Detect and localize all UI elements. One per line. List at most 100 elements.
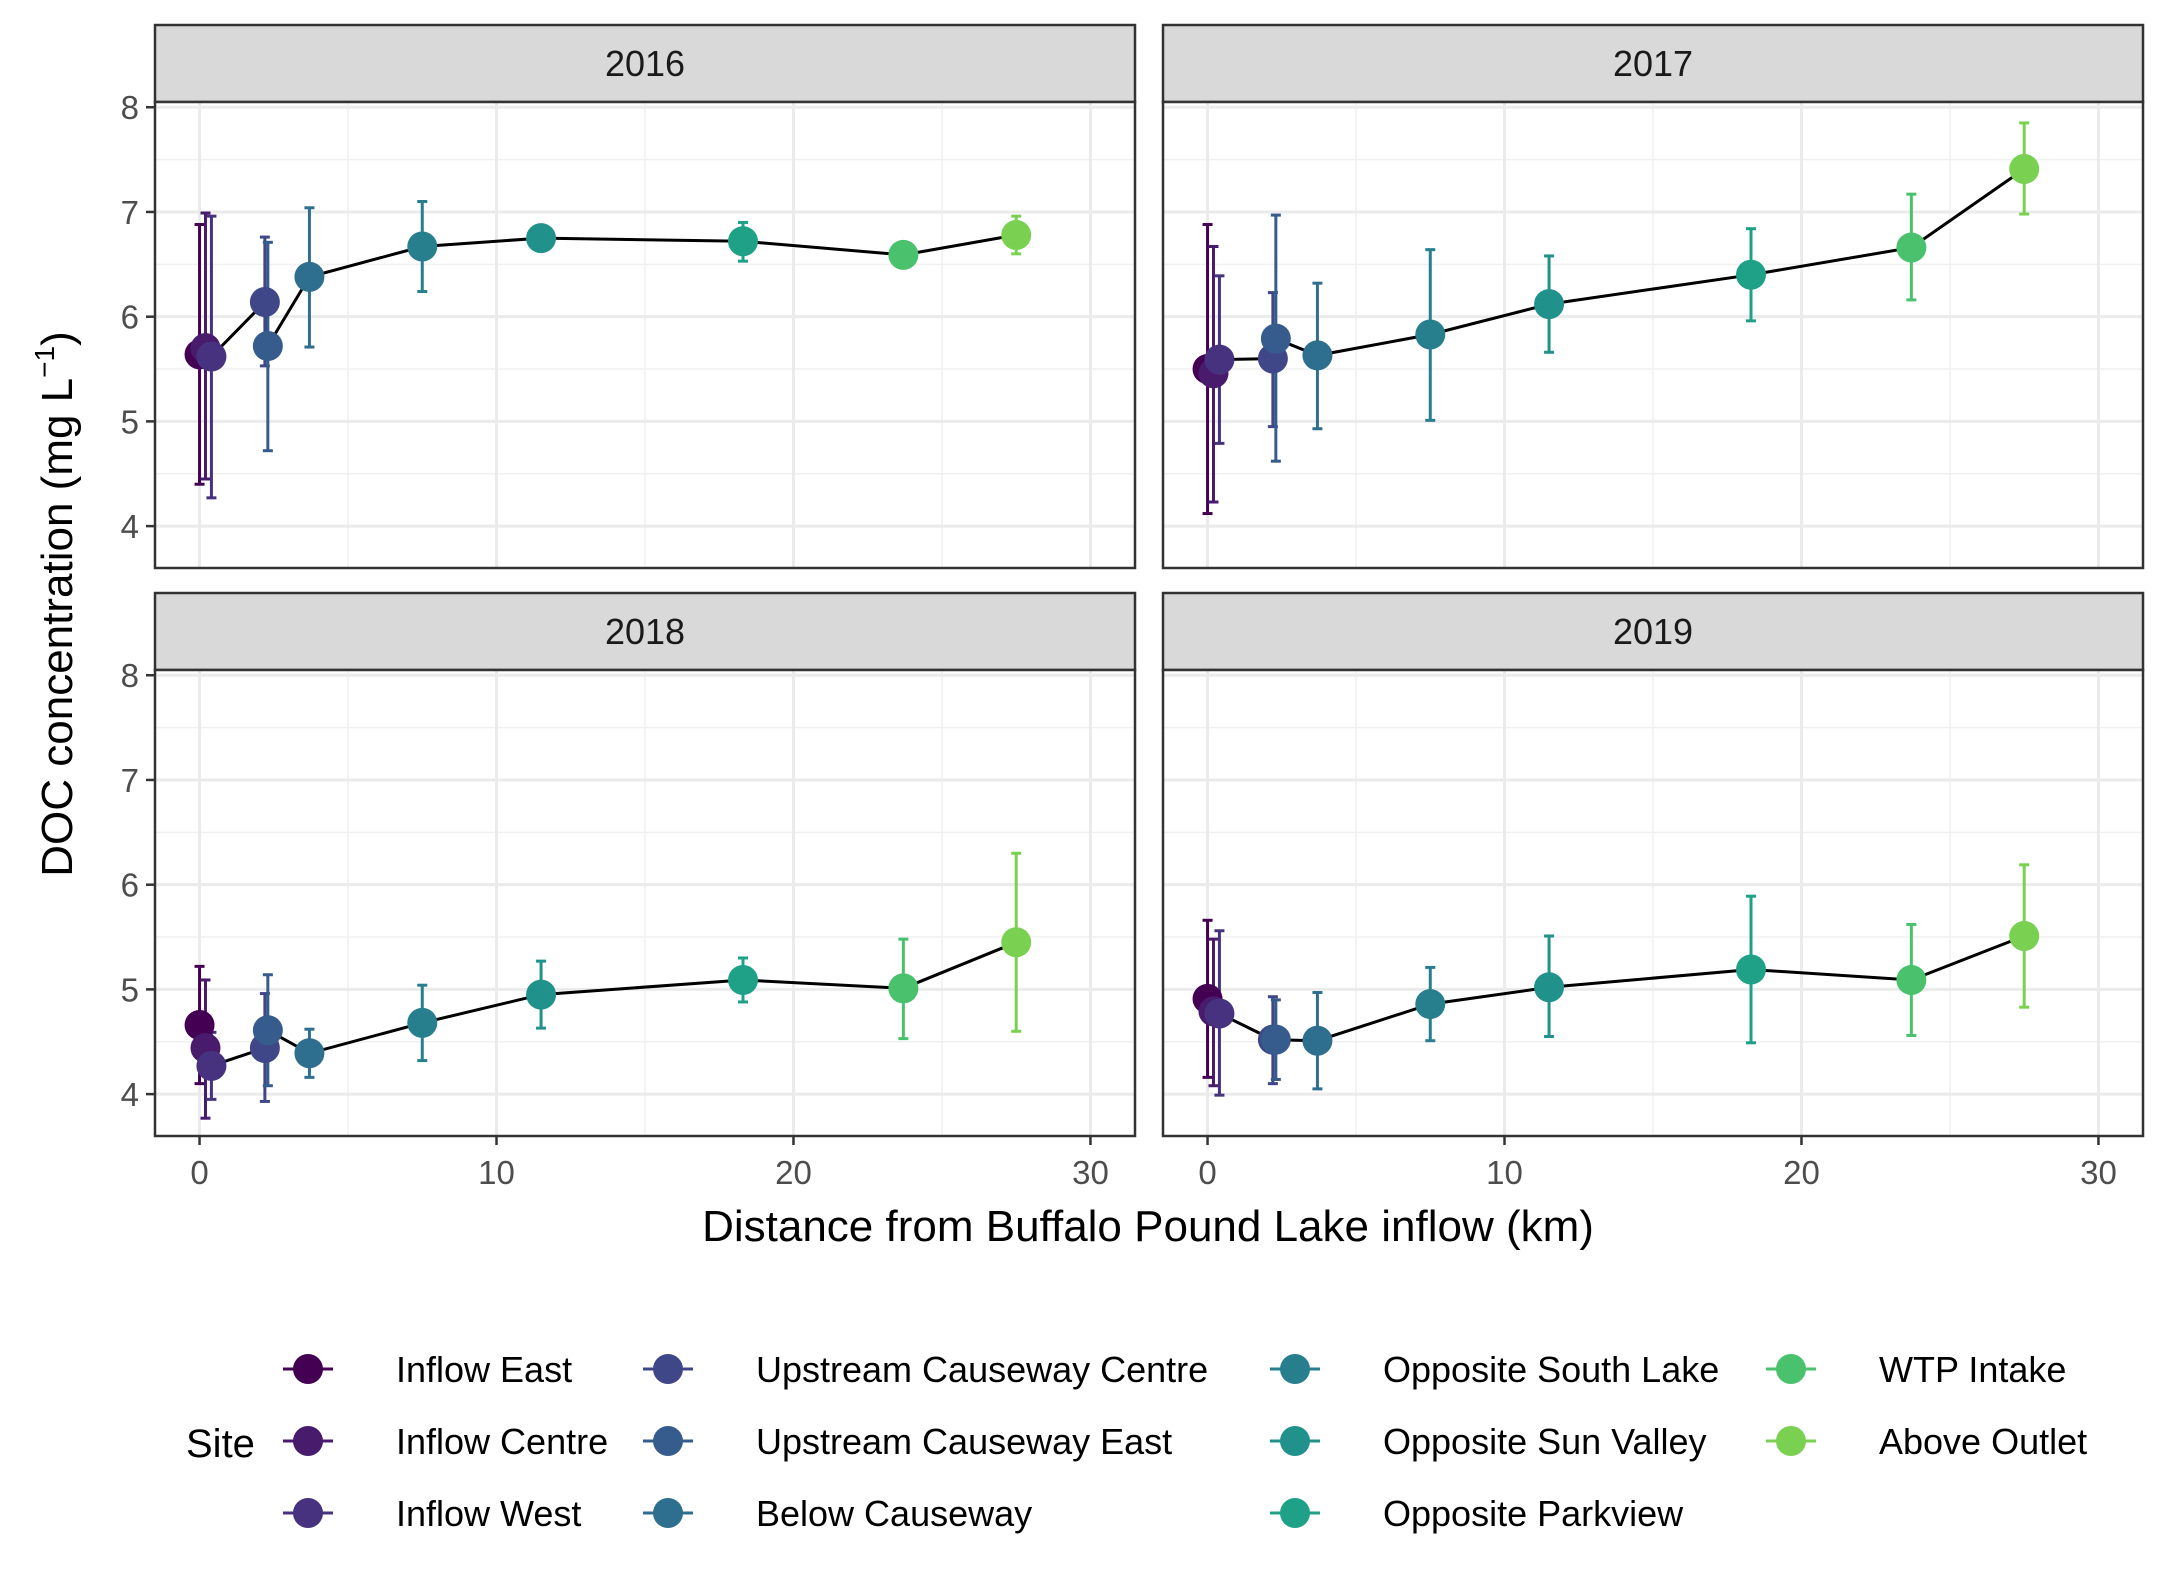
legend-key-point: [653, 1498, 683, 1528]
data-point: [252, 330, 283, 361]
data-point: [1736, 259, 1766, 290]
y-tick-label: 5: [121, 403, 139, 440]
data-point: [1896, 964, 1927, 995]
x-tick-label: 10: [478, 1154, 515, 1191]
legend-item: Inflow East: [283, 1349, 572, 1390]
data-point: [1896, 232, 1927, 263]
legend-item: Inflow Centre: [283, 1421, 608, 1462]
legend-item: WTP Intake: [1766, 1349, 2066, 1390]
x-tick-label: 30: [1072, 1154, 1109, 1191]
panel-border: [153, 100, 1137, 570]
legend-label: WTP Intake: [1879, 1349, 2066, 1390]
panel-border: [1161, 100, 2145, 570]
y-axis-title-exponent: −1: [29, 346, 60, 378]
legend-item: Opposite Parkview: [1270, 1493, 1684, 1534]
data-point: [196, 341, 227, 372]
data-point: [888, 973, 919, 1004]
data-point: [2009, 920, 2040, 951]
data-point: [249, 287, 280, 318]
legend-item: Upstream Causeway East: [643, 1421, 1172, 1462]
data-point: [888, 239, 919, 270]
y-tick-label: 6: [121, 867, 139, 904]
data-point: [526, 223, 557, 254]
data-point: [2009, 154, 2040, 185]
legend-label: Above Outlet: [1879, 1421, 2087, 1462]
legend-key-point: [653, 1426, 683, 1456]
x-tick-label: 20: [1783, 1154, 1820, 1191]
data-point: [1204, 344, 1235, 375]
y-tick-label: 6: [121, 299, 139, 336]
legend-items: Inflow East Inflow Centre Inflow West Upstr…: [283, 1349, 2087, 1534]
panel-border: [1161, 668, 2145, 1138]
data-point: [1302, 340, 1333, 371]
data-point: [196, 1050, 227, 1081]
facet-strip-label: 2018: [605, 611, 685, 652]
legend-item: Below Causeway: [643, 1493, 1032, 1534]
legend-key-point: [1776, 1426, 1806, 1456]
data-point: [1302, 1025, 1333, 1056]
data-point: [1001, 219, 1032, 250]
x-tick-label: 0: [190, 1154, 208, 1191]
legend-key-point: [1280, 1426, 1310, 1456]
legend-key-point: [293, 1498, 323, 1528]
x-tick-label: 30: [2080, 1154, 2117, 1191]
legend-item: Upstream Causeway Centre: [643, 1349, 1208, 1390]
legend-label: Opposite South Lake: [1383, 1349, 1719, 1390]
panel-2018: 2018 4 5 6 7 8 0 10 20 30: [121, 591, 1137, 1191]
legend-item: Above Outlet: [1766, 1421, 2087, 1462]
y-tick-label: 7: [121, 194, 139, 231]
y-axis-title-main: DOC concentration (mg L: [33, 378, 82, 877]
legend-key-point: [293, 1426, 323, 1456]
data-point: [1415, 989, 1446, 1020]
data-point: [1260, 1024, 1291, 1055]
data-point: [1736, 954, 1766, 985]
x-axis-title: Distance from Buffalo Pound Lake inflow …: [702, 1202, 1594, 1251]
data-point: [1415, 319, 1446, 350]
y-tick-label: 4: [121, 508, 139, 545]
legend-label: Inflow Centre: [396, 1421, 608, 1462]
legend-title: Site: [186, 1422, 255, 1466]
legend-label: Inflow West: [396, 1493, 581, 1534]
x-tick-label: 20: [775, 1154, 812, 1191]
facet-strip-label: 2019: [1613, 611, 1693, 652]
data-point: [252, 1015, 283, 1046]
data-point: [184, 1009, 215, 1040]
data-point: [728, 964, 758, 995]
panel-2017: 2017: [1161, 23, 2145, 570]
legend-label: Below Causeway: [756, 1493, 1032, 1534]
facet-strip: [153, 23, 1137, 104]
data-point: [294, 261, 325, 292]
facet-strip: [153, 591, 1137, 672]
legend-key-point: [1280, 1498, 1310, 1528]
legend-key-point: [293, 1354, 323, 1384]
data-point: [1260, 323, 1291, 354]
y-tick-label: 7: [121, 762, 139, 799]
data-point: [1001, 927, 1032, 958]
legend-key-point: [1776, 1354, 1806, 1384]
legend-item: Inflow West: [283, 1493, 581, 1534]
y-axis-title-close: ): [33, 331, 82, 346]
legend-item: Opposite Sun Valley: [1270, 1421, 1707, 1462]
data-point: [294, 1038, 325, 1069]
data-point: [1534, 972, 1565, 1003]
data-point: [1534, 289, 1565, 320]
legend-key-point: [1280, 1354, 1310, 1384]
data-point: [1204, 998, 1235, 1029]
panel-2016: 2016 4 5 6 7 8: [121, 23, 1137, 570]
data-point: [407, 231, 438, 262]
y-tick-label: 8: [121, 89, 139, 126]
panel-border: [153, 668, 1137, 1138]
facet-strip-label: 2016: [605, 43, 685, 84]
legend-key-point: [653, 1354, 683, 1384]
data-point: [526, 979, 557, 1010]
panels-layer: 2016 4 5 6 7 8 2017 2018 4 5 6 7 8 0 10 20 30 2019 0 10 20 30: [121, 23, 2145, 1191]
facet-strip-label: 2017: [1613, 43, 1693, 84]
y-tick-label: 4: [121, 1076, 139, 1113]
legend-item: Opposite South Lake: [1270, 1349, 1719, 1390]
panel-2019: 2019 0 10 20 30: [1161, 591, 2145, 1191]
data-point: [728, 226, 758, 257]
legend: Site Inflow East Inflow Centre Inflow West…: [186, 1349, 2087, 1534]
legend-label: Inflow East: [396, 1349, 572, 1390]
data-point: [407, 1007, 438, 1038]
x-tick-label: 0: [1198, 1154, 1216, 1191]
